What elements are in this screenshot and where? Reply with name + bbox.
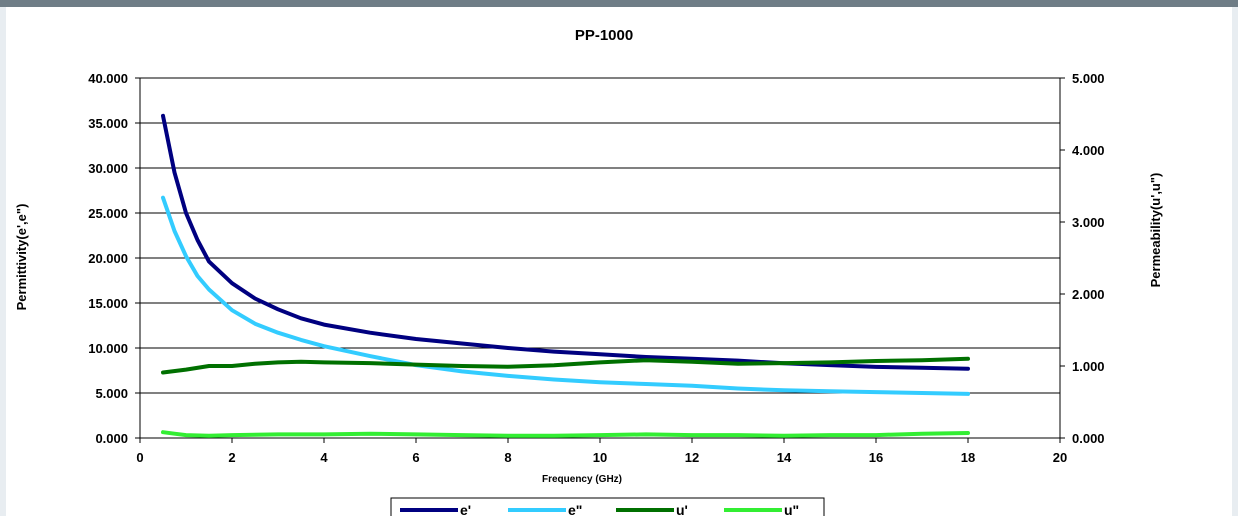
top-strip	[0, 0, 1238, 7]
left-y-tick-label: 20.000	[88, 251, 128, 266]
left-y-axis: 0.000 5.000 10.000 15.000 20.000 25.000 30.000…	[88, 71, 140, 446]
left-y-tick-label: 30.000	[88, 161, 128, 176]
chart-title: PP-1000	[575, 27, 633, 44]
series-group	[161, 113, 970, 438]
legend-label: u"	[784, 502, 799, 516]
x-tick-label: 2	[228, 450, 235, 465]
legend: e' e" u' u"	[390, 497, 825, 516]
gridlines	[140, 122, 1060, 394]
x-tick-label: 16	[869, 450, 883, 465]
right-y-tick-label: 5.000	[1072, 71, 1105, 86]
right-border	[1232, 7, 1238, 516]
x-tick-label: 10	[593, 450, 607, 465]
right-y-tick-label: 2.000	[1072, 287, 1105, 302]
right-y-tick-label: 3.000	[1072, 215, 1105, 230]
series-line-1	[161, 113, 970, 371]
left-y-tick-label: 0.000	[95, 431, 128, 446]
right-y-tick-label: 4.000	[1072, 143, 1105, 158]
x-tick-label: 0	[136, 450, 143, 465]
x-tick-label: 6	[412, 450, 419, 465]
x-tick-label: 20	[1053, 450, 1067, 465]
x-tick-label: 14	[777, 450, 792, 465]
series-line-4	[161, 430, 970, 438]
left-y-tick-label: 5.000	[95, 386, 128, 401]
left-y-tick-label: 40.000	[88, 71, 128, 86]
right-y-axis-label: Permeability(u',u")	[1148, 173, 1163, 288]
left-y-tick-label: 35.000	[88, 116, 128, 131]
x-axis-label: Frequency (GHz)	[542, 474, 622, 485]
x-tick-label: 8	[504, 450, 511, 465]
x-tick-label: 18	[961, 450, 975, 465]
right-y-tick-label: 0.000	[1072, 431, 1105, 446]
legend-label: e"	[568, 502, 582, 516]
right-y-tick-label: 1.000	[1072, 359, 1105, 374]
left-border	[0, 7, 6, 516]
legend-label: u'	[676, 502, 688, 516]
x-axis: 0 2 4 6 8 10 12 14 16 18 20	[136, 438, 1067, 465]
left-y-tick-label: 25.000	[88, 206, 128, 221]
series-line-2	[161, 195, 970, 396]
left-y-tick-label: 10.000	[88, 341, 128, 356]
series-line-3	[161, 356, 970, 375]
left-y-axis-label: Permittivity(e',e")	[14, 204, 29, 311]
x-tick-label: 12	[685, 450, 699, 465]
left-y-tick-label: 15.000	[88, 296, 128, 311]
right-y-axis: 0.000 1.000 2.000 3.000 4.000 5.000	[1060, 71, 1105, 446]
x-tick-label: 4	[320, 450, 328, 465]
legend-label: e'	[460, 502, 471, 516]
legend-box	[390, 497, 825, 516]
